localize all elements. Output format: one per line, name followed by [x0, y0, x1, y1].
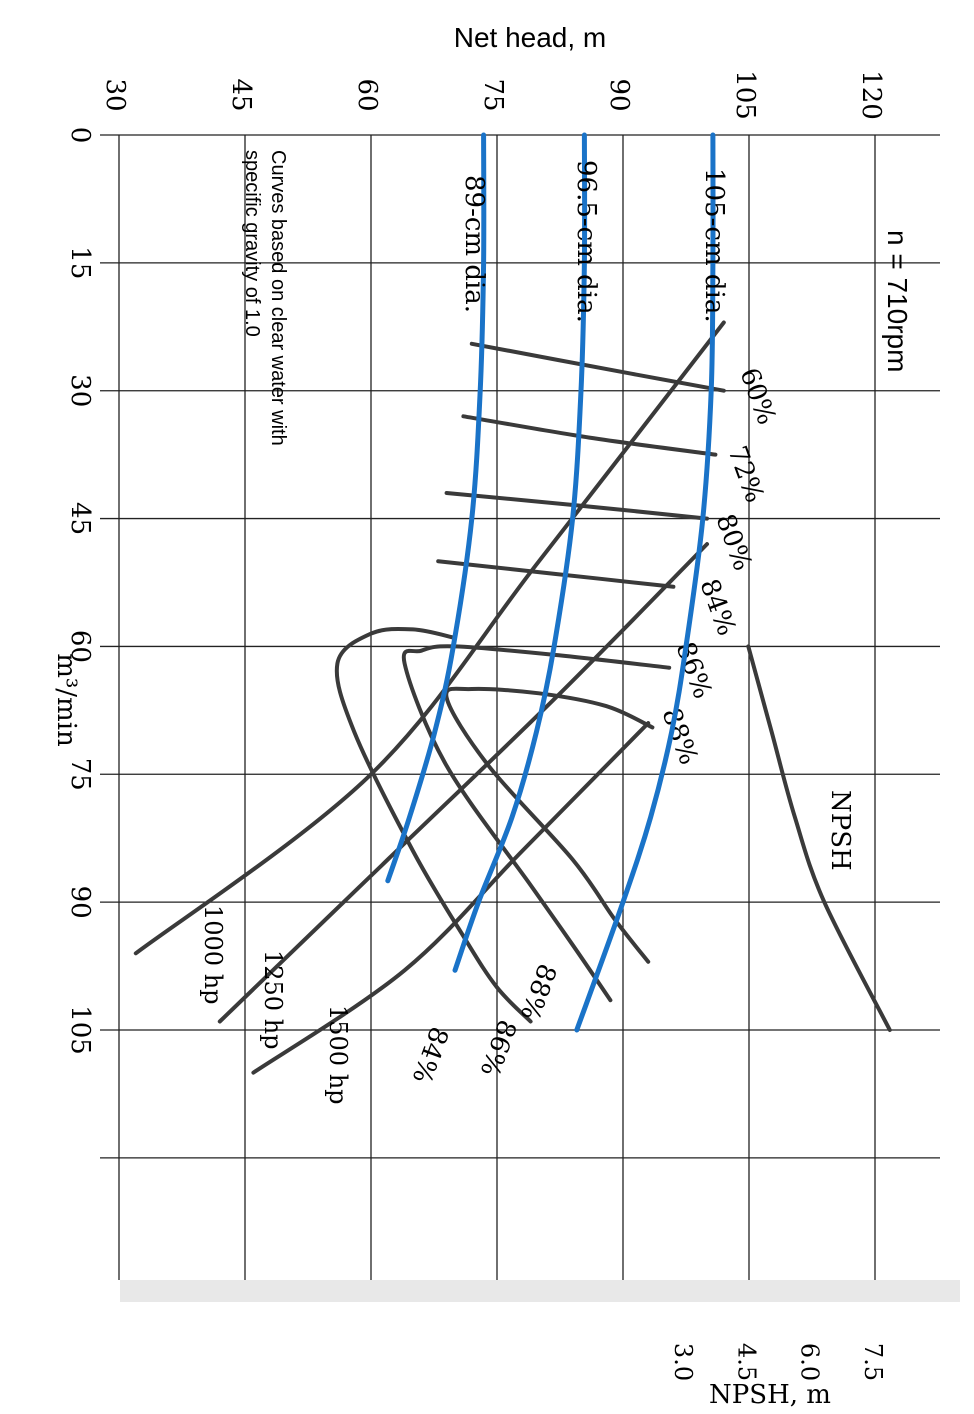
power-label: 1500 hp [324, 1005, 352, 1105]
speed-label: n = 710rpm [882, 230, 913, 372]
impeller-curve [574, 132, 716, 1033]
y-axis-title: Net head, m [454, 22, 607, 53]
npsh-label: NPSH [825, 790, 855, 871]
npsh-tick-label: 7.5 [859, 1343, 887, 1381]
flow-tick-label: 90 [65, 886, 95, 919]
flow-tick-label: 60 [65, 630, 95, 663]
power-curve [133, 320, 726, 956]
impeller-label: 89-cm dia. [459, 175, 489, 313]
npsh-tick-label: 3.0 [669, 1343, 697, 1381]
impeller-curve [385, 132, 487, 884]
impeller-curve [452, 132, 588, 973]
x-axis-title: m³/min [51, 653, 81, 747]
flow-tick-label: 75 [65, 758, 95, 791]
flow-tick-label: 15 [65, 246, 95, 279]
npsh-curve [746, 644, 892, 1032]
power-label: 1250 hp [259, 950, 287, 1050]
impeller-label: 96.5-cm dia. [571, 160, 601, 323]
head-tick-label: 105 [730, 70, 760, 120]
note-line-1: Curves based on clear water with [267, 150, 289, 446]
head-tick-label: 120 [856, 70, 886, 120]
flow-tick-label: 30 [65, 374, 95, 407]
impeller-label: 105-cm dia. [699, 168, 729, 323]
flow-tick-label: 105 [65, 1005, 95, 1055]
head-tick-label: 75 [478, 78, 508, 111]
power-curve [217, 542, 709, 1024]
lower-band [120, 1280, 960, 1302]
flow-tick-label: 45 [65, 502, 95, 535]
head-tick-label: 60 [352, 78, 382, 111]
npsh-tick-label: 4.5 [732, 1343, 760, 1381]
flow-tick-label: 0 [65, 127, 95, 144]
grid-lines [100, 134, 940, 1280]
tick-labels: 30 45 60 75 90 105 120 0 15 30 45 60 75 90 105 3.0 4.5 6.… [65, 70, 887, 1381]
npsh-axis-title: NPSH, m [709, 1380, 831, 1410]
npsh-tick-label: 6.0 [796, 1343, 824, 1381]
note-line-2: specific gravity of 1.0 [241, 150, 263, 337]
power-curve [251, 721, 651, 1075]
efficiency-curve [461, 414, 718, 457]
efficiency-curve [444, 686, 655, 964]
efficiency-curve [334, 626, 533, 1024]
efficiency-curve [469, 341, 726, 393]
plot-area [95, 95, 960, 1310]
head-tick-label: 90 [604, 78, 634, 111]
head-tick-label: 45 [226, 78, 256, 111]
power-label: 1000 hp [199, 905, 227, 1005]
efficiency-curve [401, 644, 672, 1003]
head-tick-label: 30 [100, 78, 130, 111]
